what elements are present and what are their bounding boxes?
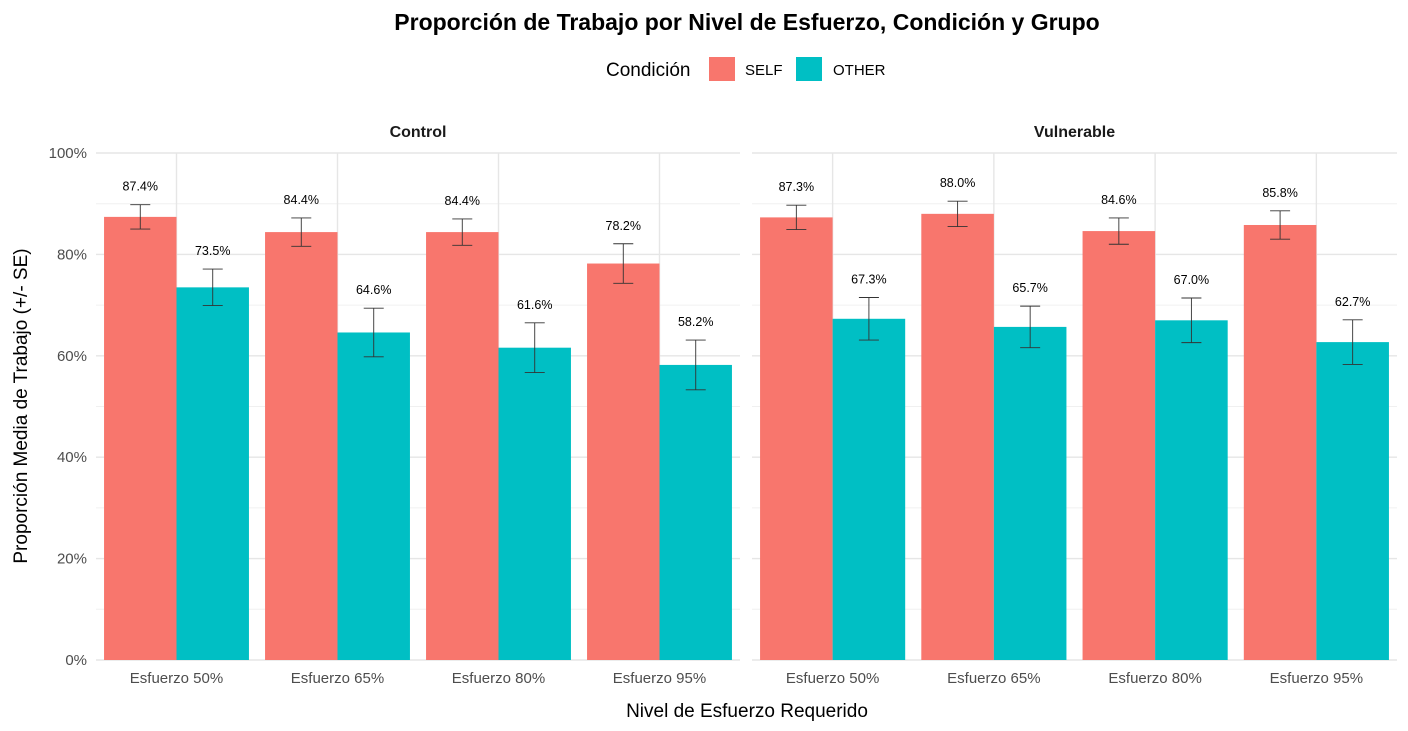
data-label: 61.6% (517, 298, 552, 312)
x-tick-label: Esfuerzo 50% (130, 670, 223, 687)
data-label: 62.7% (1335, 295, 1370, 309)
panel-control: Control 87.4% 73.5% Esfuerzo 50% 84.4% 64.6% E… (96, 124, 740, 687)
y-axis: 0% 20% 40% 60% 80% 100% (49, 145, 87, 669)
y-tick-label: 60% (57, 348, 87, 365)
bar-self (265, 232, 338, 661)
x-axis-title: Nivel de Esfuerzo Requerido (626, 701, 868, 722)
data-label: 58.2% (678, 315, 713, 329)
data-label: 87.3% (779, 180, 814, 194)
error-bar (291, 217, 312, 247)
y-tick-label: 80% (57, 246, 87, 263)
error-bar (1342, 319, 1363, 365)
legend-swatch-self (709, 57, 735, 81)
x-tick-label: Esfuerzo 95% (613, 670, 706, 687)
data-label: 64.6% (356, 283, 391, 297)
data-label: 67.0% (1174, 273, 1209, 287)
data-label: 78.2% (606, 219, 641, 233)
bar-self (760, 217, 833, 660)
data-label: 85.8% (1262, 186, 1297, 200)
error-bar (1181, 297, 1202, 344)
facet-label: Control (390, 124, 447, 141)
bar-self (426, 232, 499, 661)
y-axis-title: Proporción Media de Trabajo (+/- SE) (11, 248, 32, 563)
bar-self (104, 216, 177, 660)
x-tick-label: Esfuerzo 80% (452, 670, 545, 687)
x-tick-label: Esfuerzo 95% (1270, 670, 1363, 687)
data-label: 88.0% (940, 176, 975, 190)
bar-other (832, 318, 906, 660)
bar-self (1243, 224, 1317, 660)
facet-label: Vulnerable (1034, 124, 1115, 141)
x-tick-label: Esfuerzo 65% (291, 670, 384, 687)
error-bar (452, 218, 473, 246)
error-bar (685, 339, 706, 391)
chart-title: Proporción de Trabajo por Nivel de Esfue… (394, 9, 1099, 35)
legend-title: Condición (606, 60, 691, 81)
y-tick-label: 0% (65, 652, 87, 669)
bar-self (587, 263, 660, 660)
legend-swatch-other (796, 57, 822, 81)
error-bar (363, 307, 384, 358)
bar-other (1155, 320, 1228, 660)
error-bar (947, 200, 968, 227)
data-label: 87.4% (123, 180, 158, 194)
error-bar (202, 268, 223, 307)
bar-self (921, 213, 994, 660)
legend-label-self: SELF (745, 62, 783, 79)
panel-vulnerable: Vulnerable 87.3% 67.3% Esfuerzo 50% 88.0% 65.… (752, 124, 1397, 687)
error-bar (130, 204, 151, 230)
error-bar (1020, 305, 1041, 349)
y-tick-label: 100% (49, 145, 87, 162)
bar-other (498, 347, 571, 660)
data-label: 73.5% (195, 244, 230, 258)
data-label: 67.3% (851, 272, 886, 286)
error-bar (613, 243, 634, 284)
data-label: 84.4% (445, 194, 480, 208)
bar-other (337, 332, 410, 660)
panels: Control 87.4% 73.5% Esfuerzo 50% 84.4% 64.6% E… (96, 124, 1397, 687)
x-tick-label: Esfuerzo 80% (1108, 670, 1201, 687)
error-bar (1270, 210, 1291, 240)
bar-other (993, 326, 1067, 660)
x-tick-label: Esfuerzo 50% (786, 670, 879, 687)
legend-label-other: OTHER (833, 62, 886, 79)
data-label: 65.7% (1012, 281, 1047, 295)
legend: Condición SELF OTHER (606, 57, 886, 81)
bar-other (1316, 342, 1389, 660)
bar-other (176, 287, 249, 660)
error-bar (524, 322, 545, 373)
error-bar (786, 204, 807, 231)
y-tick-label: 20% (57, 551, 87, 568)
y-tick-label: 40% (57, 449, 87, 466)
data-label: 84.4% (284, 193, 319, 207)
x-tick-label: Esfuerzo 65% (947, 670, 1040, 687)
bar-other (659, 364, 732, 660)
error-bar (858, 297, 879, 341)
error-bar (1108, 217, 1129, 245)
data-label: 84.6% (1101, 193, 1136, 207)
bar-self (1082, 231, 1156, 660)
